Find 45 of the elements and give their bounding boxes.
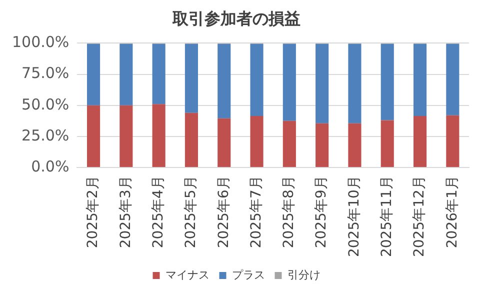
x-tick-label: 2025年10月 — [346, 176, 362, 258]
chart-title: 取引参加者の損益 — [172, 8, 300, 28]
y-tick-label: 75.0% — [22, 64, 70, 82]
bar — [184, 44, 198, 113]
bar — [120, 105, 133, 168]
bar — [413, 116, 427, 168]
bar — [218, 44, 231, 118]
legend-label: プラス — [232, 268, 265, 282]
bar — [86, 44, 100, 106]
bar — [250, 44, 264, 116]
bar — [282, 120, 296, 168]
x-tick-label: 2025年2月 — [85, 176, 102, 248]
bar — [184, 112, 198, 168]
bar — [413, 44, 427, 116]
bar — [250, 116, 264, 168]
bar — [348, 123, 362, 168]
bar — [316, 123, 329, 168]
y-tick-label: 100.0% — [12, 33, 70, 52]
bar — [152, 44, 166, 104]
bar — [380, 44, 394, 120]
bar — [152, 104, 166, 168]
legend-label: 引分け — [287, 268, 320, 282]
bar — [86, 105, 100, 168]
y-tick-label: 25.0% — [22, 126, 70, 144]
x-tick-label: 2026年1月 — [444, 176, 460, 248]
x-tick-label: 2025年8月 — [281, 176, 298, 248]
y-tick-label: 50.0% — [22, 95, 70, 114]
x-tick-label: 2025年9月 — [314, 176, 330, 248]
bar — [380, 120, 394, 168]
bar — [446, 44, 460, 116]
x-tick-label: 2025年6月 — [216, 176, 232, 248]
legend-label: マイナス — [165, 268, 210, 282]
bar — [120, 44, 133, 106]
y-tick-label: 0.0% — [31, 157, 70, 176]
x-tick-label: 2025年7月 — [248, 176, 264, 248]
bar — [316, 44, 329, 124]
x-tick-label: 2025年5月 — [183, 176, 200, 248]
x-tick-label: 2025年3月 — [118, 176, 134, 248]
bar — [218, 118, 231, 168]
x-tick-label: 2025年11月 — [379, 176, 396, 258]
bar — [446, 115, 460, 168]
bar — [282, 44, 296, 121]
x-tick-label: 2025年4月 — [150, 176, 166, 248]
bar — [348, 44, 362, 124]
x-tick-label: 2025年12月 — [412, 176, 428, 258]
